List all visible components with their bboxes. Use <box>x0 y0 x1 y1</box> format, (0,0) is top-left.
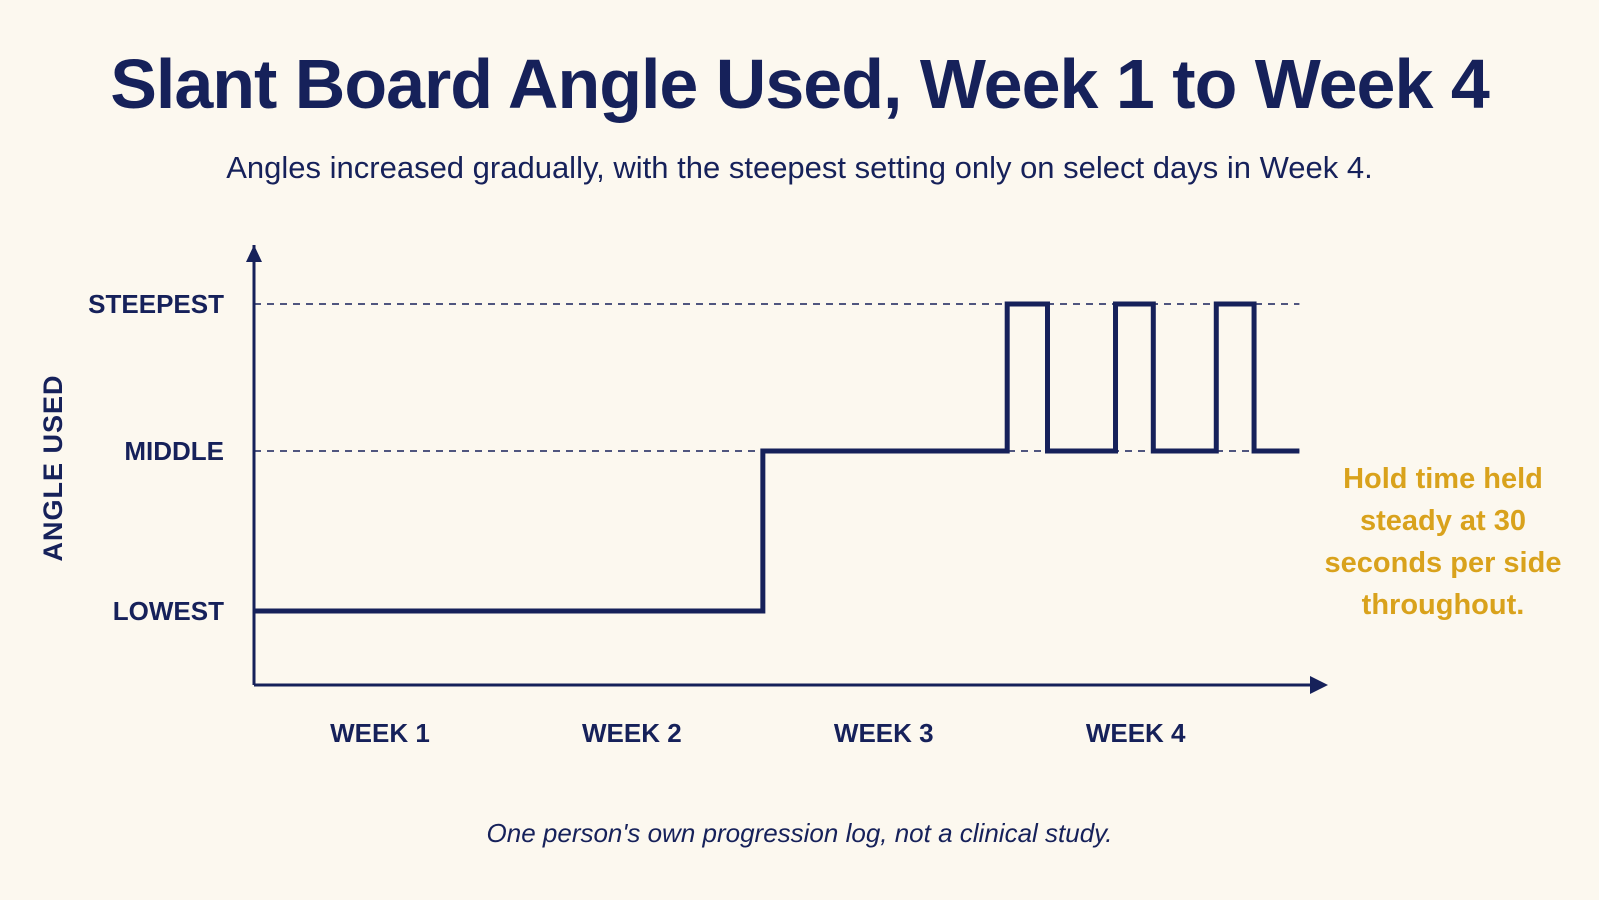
x-tick-label-week-4: WEEK 4 <box>1086 718 1186 748</box>
chart-subtitle: Angles increased gradually, with the ste… <box>226 150 1373 185</box>
series-line <box>254 301 1300 614</box>
footnote: One person's own progression log, not a … <box>486 818 1113 848</box>
y-tick-label-steepest: STEEPEST <box>88 289 224 319</box>
y-axis-title: ANGLE USED <box>38 374 68 561</box>
x-tick-label-week-3: WEEK 3 <box>834 718 934 748</box>
y-tick-labels: LOWEST MIDDLE STEEPEST <box>88 289 224 626</box>
x-tick-labels: WEEK 1 WEEK 2 WEEK 3 WEEK 4 <box>330 718 1186 748</box>
hold-time-annotation: Hold time held steady at 30 seconds per … <box>1324 463 1562 621</box>
y-tick-label-middle: MIDDLE <box>124 436 224 466</box>
y-tick-label-lowest: LOWEST <box>113 596 224 626</box>
x-tick-label-week-2: WEEK 2 <box>582 718 682 748</box>
chart-title: Slant Board Angle Used, Week 1 to Week 4 <box>110 45 1490 123</box>
reference-lines <box>254 303 1300 452</box>
x-tick-label-week-1: WEEK 1 <box>330 718 430 748</box>
x-axis-arrow-icon <box>1310 676 1328 694</box>
y-axis-arrow-icon <box>246 245 262 262</box>
